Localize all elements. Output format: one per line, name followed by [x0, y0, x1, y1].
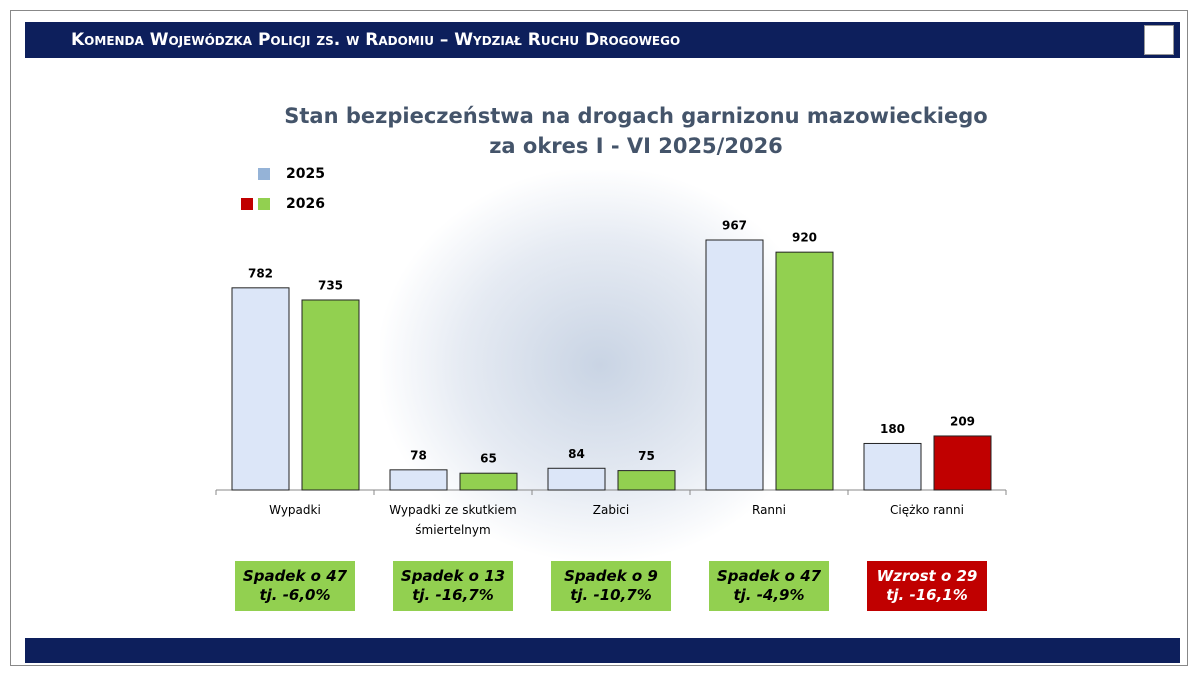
annotation-box: Wzrost o 29 tj. -16,1%: [867, 561, 987, 611]
chart-title: Stan bezpieczeństwa na drogach garnizonu…: [284, 104, 987, 128]
annotation-text: Spadek o 47: [716, 567, 822, 585]
x-tick-label: Ranni: [752, 503, 786, 517]
value-label: 65: [480, 452, 497, 466]
annotation-text: tj. -16,1%: [886, 586, 968, 604]
chart-subtitle: za okres I - VI 2025/2026: [489, 134, 783, 158]
bar: [389, 469, 448, 491]
header-bar: Komenda Wojewódzka Policji zs. w Radomiu…: [25, 22, 1180, 58]
bar: [705, 239, 764, 491]
annotation-box: Spadek o 13 tj. -16,7%: [393, 561, 513, 611]
value-label: 735: [318, 278, 343, 292]
bar: [863, 442, 922, 491]
header-title: Komenda Wojewódzka Policji zs. w Radomiu…: [71, 30, 681, 50]
frame: [10, 10, 1188, 666]
legend-label: 2025: [286, 166, 325, 182]
x-tick-label: Zabici: [592, 503, 630, 517]
annotation-text: Spadek o 9: [564, 567, 658, 585]
bar: [775, 251, 834, 491]
logo: [1144, 25, 1174, 55]
footer-bar: [25, 638, 1180, 663]
bar: [231, 287, 290, 491]
value-label: 180: [880, 422, 905, 436]
annotation-text: tj. -4,9%: [733, 586, 805, 604]
x-tick-label: Wypadki: [269, 503, 321, 517]
legend-swatch: [258, 168, 270, 180]
bar: [617, 470, 676, 491]
bar: [301, 299, 360, 491]
value-label: 920: [792, 231, 817, 245]
bar: [459, 472, 518, 491]
value-label: 75: [638, 449, 655, 463]
legend-label: 2026: [286, 196, 325, 212]
annotation-text: tj. -10,7%: [570, 586, 652, 604]
bar: [933, 435, 992, 491]
annotation-box: Spadek o 9 tj. -10,7%: [551, 561, 671, 611]
annotation-text: Spadek o 13: [400, 567, 506, 585]
value-label: 84: [568, 447, 585, 461]
annotation-text: tj. -6,0%: [259, 586, 331, 604]
annotation-text: Spadek o 47: [242, 567, 348, 585]
legend-swatch: [258, 198, 270, 210]
value-label: 78: [410, 448, 427, 462]
x-tick-label: Wypadki ze skutkiem śmiertelnym: [389, 503, 517, 537]
annotation-box: Spadek o 47 tj. -4,9%: [709, 561, 829, 611]
x-tick-label: Ciężko ranni: [890, 503, 964, 517]
bar: [547, 467, 606, 491]
value-label: 967: [722, 219, 747, 233]
annotation-box: Spadek o 47 tj. -6,0%: [235, 561, 355, 611]
value-label: 209: [950, 414, 975, 428]
annotation-text: tj. -16,7%: [412, 586, 494, 604]
annotation-text: Wzrost o 29: [876, 567, 978, 585]
legend-swatch: [241, 198, 253, 210]
value-label: 782: [248, 266, 273, 280]
